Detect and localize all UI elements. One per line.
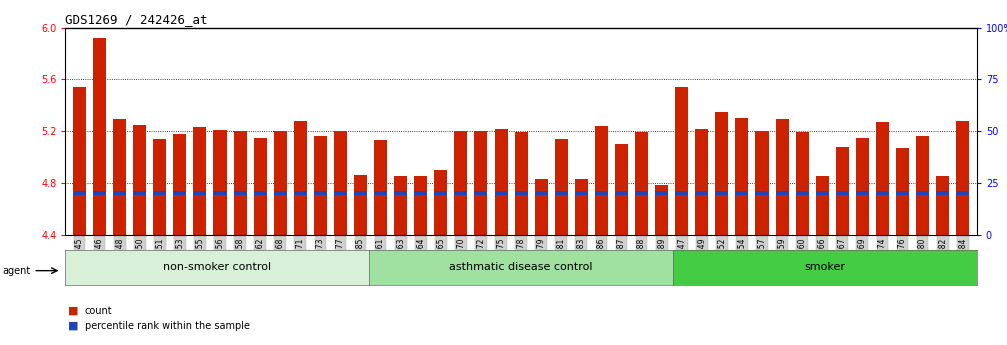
Bar (957, 121, 970, 235)
Bar (615, 191, 628, 195)
Bar (715, 112, 728, 235)
Text: agent: agent (2, 266, 30, 276)
Text: GDS1269 / 242426_at: GDS1269 / 242426_at (65, 13, 208, 27)
Bar (896, 148, 909, 235)
Bar (735, 118, 748, 235)
Bar (314, 191, 327, 195)
Bar (133, 191, 146, 195)
Bar (656, 191, 669, 195)
Bar (434, 191, 447, 195)
Bar (836, 191, 849, 195)
Bar (113, 191, 126, 195)
Bar (715, 191, 728, 195)
Bar (133, 125, 146, 235)
Bar (635, 132, 649, 235)
Bar (454, 191, 467, 195)
Bar (515, 191, 528, 195)
Bar (595, 126, 608, 235)
Text: smoker: smoker (805, 263, 846, 272)
Bar (394, 176, 407, 235)
Bar (334, 131, 347, 235)
Bar (474, 131, 487, 235)
Bar (615, 144, 628, 235)
Bar (555, 191, 568, 195)
Text: percentile rank within the sample: percentile rank within the sample (85, 321, 250, 331)
Bar (193, 127, 206, 235)
Bar (575, 191, 588, 195)
Bar (755, 131, 768, 235)
Text: ■: ■ (68, 306, 79, 315)
Bar (454, 131, 467, 235)
Bar (735, 191, 748, 195)
Bar (775, 191, 788, 195)
Bar (213, 191, 227, 195)
Bar (374, 191, 387, 195)
Bar (213, 130, 227, 235)
Bar (535, 179, 548, 235)
Bar (93, 38, 106, 235)
Bar (374, 140, 387, 235)
Bar (535, 191, 548, 195)
Bar (575, 179, 588, 235)
Bar (73, 87, 86, 235)
Text: asthmatic disease control: asthmatic disease control (449, 263, 593, 272)
Bar (856, 191, 869, 195)
Bar (937, 176, 950, 235)
Bar (796, 132, 809, 235)
Bar (234, 131, 247, 235)
Bar (173, 191, 186, 195)
Bar (916, 191, 929, 195)
Bar (173, 134, 186, 235)
Bar (434, 170, 447, 235)
Bar (816, 176, 829, 235)
Bar (474, 191, 487, 195)
Bar (595, 191, 608, 195)
Bar (755, 191, 768, 195)
Bar (354, 191, 368, 195)
Bar (937, 191, 950, 195)
Bar (254, 138, 267, 235)
Bar (414, 191, 427, 195)
Bar (153, 139, 166, 235)
Bar (816, 191, 829, 195)
Text: non-smoker control: non-smoker control (163, 263, 272, 272)
Bar (494, 191, 508, 195)
Bar (294, 121, 307, 235)
Bar (113, 119, 126, 235)
Bar (414, 176, 427, 235)
Bar (635, 191, 649, 195)
Bar (796, 191, 809, 195)
Bar (515, 132, 528, 235)
Bar (354, 175, 368, 235)
Bar (153, 191, 166, 195)
Bar (876, 191, 889, 195)
Bar (274, 131, 287, 235)
Bar (695, 191, 708, 195)
Bar (73, 191, 86, 195)
Bar (656, 186, 669, 235)
Bar (896, 191, 909, 195)
Text: ■: ■ (68, 321, 79, 331)
Bar (695, 129, 708, 235)
Bar (254, 191, 267, 195)
Bar (294, 191, 307, 195)
Bar (555, 139, 568, 235)
Bar (314, 136, 327, 235)
Bar (876, 122, 889, 235)
Bar (916, 136, 929, 235)
Bar (93, 191, 106, 195)
Text: count: count (85, 306, 112, 315)
Bar (274, 191, 287, 195)
Bar (234, 191, 247, 195)
Bar (334, 191, 347, 195)
Bar (856, 138, 869, 235)
Bar (675, 87, 688, 235)
Bar (394, 191, 407, 195)
Bar (193, 191, 206, 195)
Bar (494, 129, 508, 235)
Bar (675, 191, 688, 195)
Bar (775, 119, 788, 235)
Bar (836, 147, 849, 235)
Bar (957, 191, 970, 195)
